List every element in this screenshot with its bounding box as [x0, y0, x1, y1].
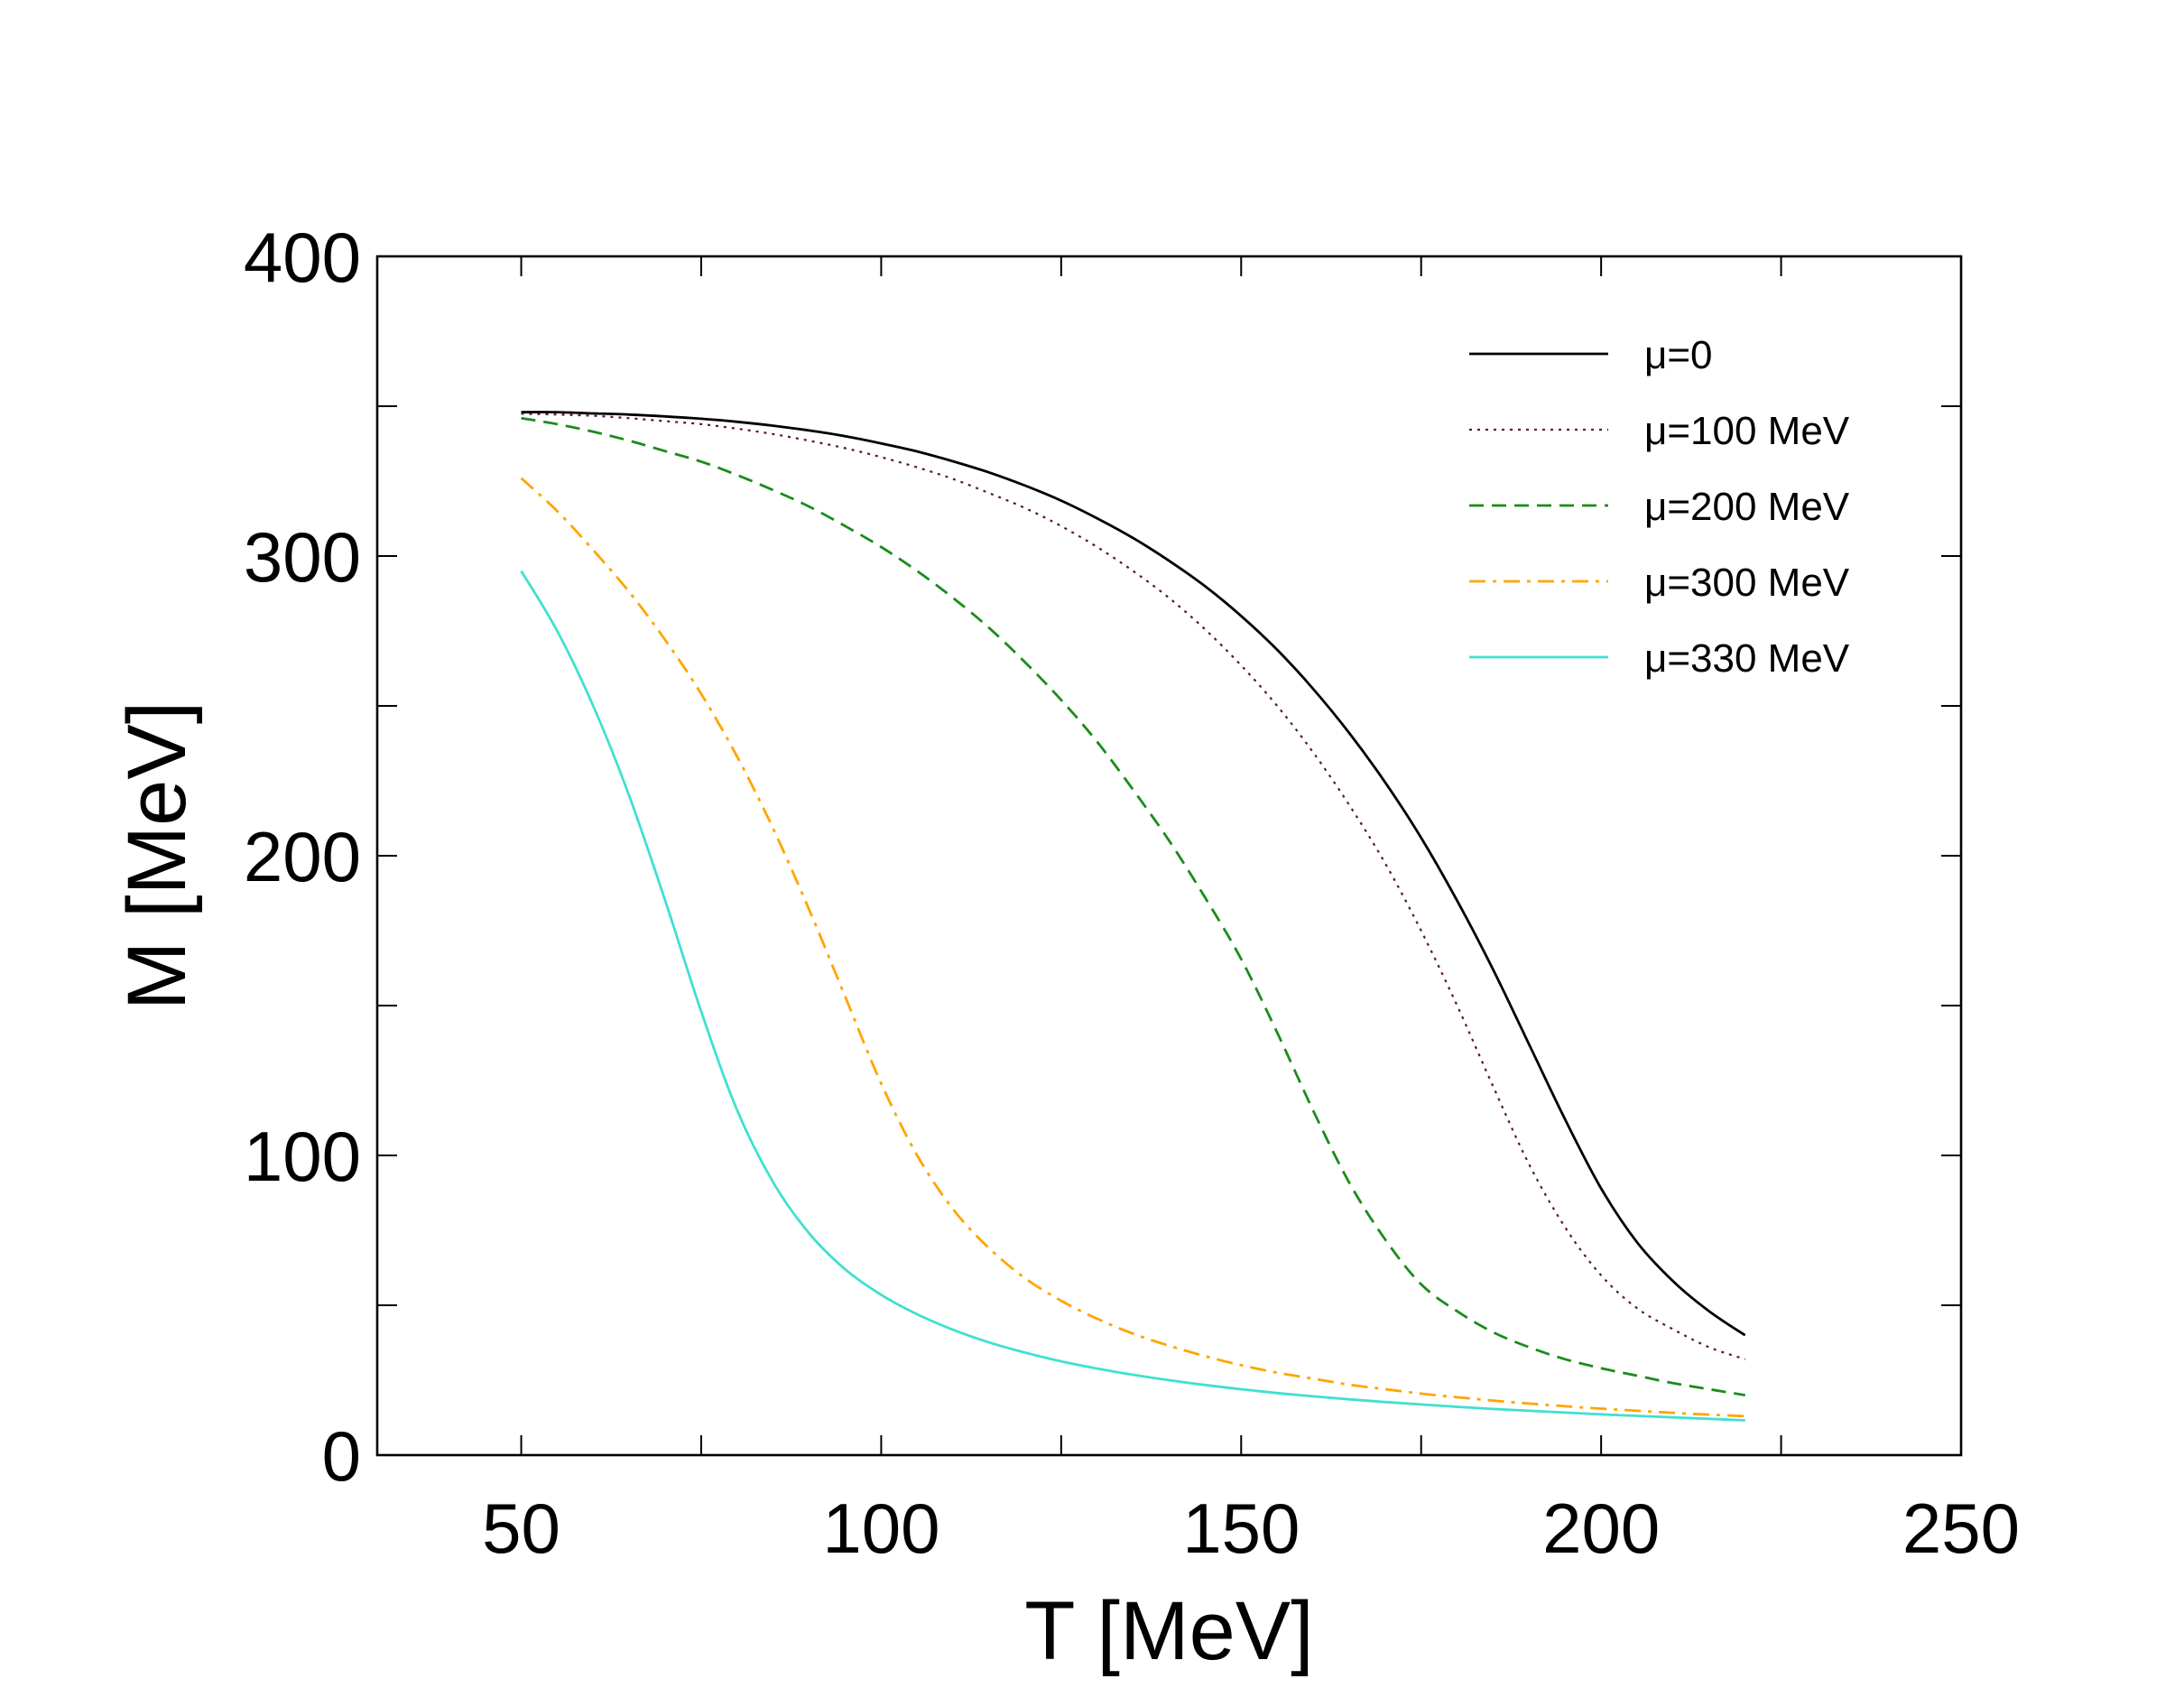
series-line-3 — [520, 477, 1745, 1418]
x-tick-label: 200 — [1542, 1489, 1660, 1568]
x-tick-label: 100 — [822, 1489, 939, 1568]
minor-ticks — [377, 256, 1961, 1455]
y-tick-label: 200 — [244, 817, 361, 896]
legend-label-0: μ=0 — [1644, 333, 1713, 377]
series-lines — [520, 411, 1746, 1422]
legend: μ=0 μ=100 MeV μ=200 MeV μ=300 MeV μ=330 MeV — [1469, 333, 1850, 681]
series-line-4 — [520, 570, 1745, 1422]
y-axis-title: M [MeV] — [111, 701, 203, 1010]
tick-labels: 50 100 150 200 250 0 100 200 300 400 — [244, 218, 2020, 1568]
legend-label-4: μ=330 MeV — [1644, 636, 1850, 681]
series-line-1 — [521, 413, 1746, 1360]
legend-label-1: μ=100 MeV — [1644, 409, 1850, 453]
plot-frame — [375, 255, 1963, 1457]
x-axis-title: T [MeV] — [1024, 1585, 1313, 1677]
y-tick-label: 0 — [322, 1416, 361, 1496]
y-tick-label: 100 — [244, 1117, 361, 1196]
x-tick-label: 250 — [1902, 1489, 2020, 1568]
series-line-0 — [521, 411, 1746, 1337]
y-tick-label: 400 — [244, 218, 361, 297]
series-line-2 — [521, 416, 1745, 1396]
x-tick-label: 150 — [1182, 1489, 1300, 1568]
legend-label-3: μ=300 MeV — [1644, 561, 1850, 605]
legend-label-2: μ=200 MeV — [1644, 485, 1850, 529]
x-tick-label: 50 — [482, 1489, 560, 1568]
y-tick-label: 300 — [244, 517, 361, 597]
